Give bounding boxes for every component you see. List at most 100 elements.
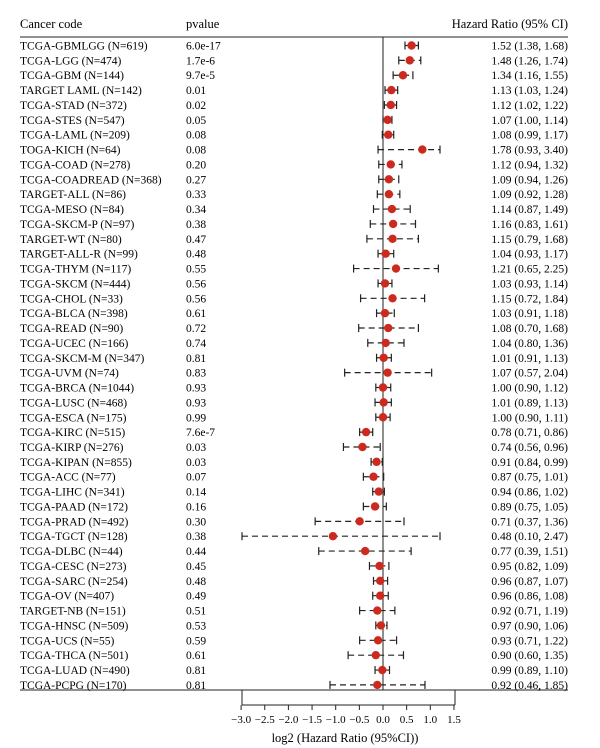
hazard-ratio-point (361, 427, 371, 437)
hazard-ratio-point (405, 56, 414, 65)
row-pvalue: 0.61 (186, 650, 206, 662)
row-label: TCGA-ACC (N=77) (20, 472, 116, 484)
hazard-ratio-point (378, 383, 388, 392)
row-pvalue: 0.03 (186, 442, 206, 454)
row-hazard-ratio-text: 0.96 (0.86, 1.08) (491, 591, 568, 603)
row-pvalue: 0.61 (186, 308, 206, 320)
forest-row: TCGA-GBM (N=144) 9.7e-5 1.34 (1.16, 1.55) (20, 70, 568, 82)
hazard-ratio-point (407, 41, 416, 50)
x-tick-label: −2.0 (278, 714, 298, 726)
hazard-ratio-point (391, 264, 401, 273)
row-hazard-ratio-text: 0.92 (0.46, 1.85) (491, 680, 568, 692)
row-pvalue: 0.72 (186, 323, 206, 335)
forest-row: TCGA-HNSC (N=509) 0.53 0.97 (0.90, 1.06) (20, 620, 568, 632)
row-pvalue: 0.27 (186, 174, 206, 186)
row-pvalue: 0.14 (186, 487, 206, 499)
row-hazard-ratio-text: 1.00 (0.90, 1.11) (492, 412, 568, 424)
hazard-ratio-point (328, 532, 338, 541)
row-label: TCGA-COADREAD (N=368) (20, 174, 162, 186)
hazard-ratio-point (387, 85, 396, 95)
forest-row: TCGA-SKCM (N=444) 0.56 1.03 (0.93, 1.14) (20, 278, 568, 290)
forest-row: TCGA-LAML (N=209) 0.08 1.08 (0.99, 1.17) (20, 130, 568, 142)
row-label: TARGET LAML (N=142) (20, 85, 142, 97)
hazard-ratio-point (384, 130, 393, 139)
row-label: TCGA-CESC (N=273) (20, 561, 127, 573)
row-hazard-ratio-text: 0.95 (0.82, 1.09) (491, 561, 568, 573)
row-hazard-ratio-text: 1.04 (0.80, 1.36) (491, 338, 568, 350)
forest-row: TARGET-WT (N=80) 0.47 1.15 (0.79, 1.68) (20, 234, 568, 246)
hazard-ratio-point (379, 353, 388, 362)
hazard-ratio-point (375, 561, 384, 571)
hazard-ratio-point (387, 204, 397, 214)
row-hazard-ratio-text: 0.89 (0.75, 1.05) (491, 501, 568, 513)
row-hazard-ratio-text: 1.08 (0.70, 1.68) (491, 323, 568, 335)
row-pvalue: 0.55 (186, 264, 206, 276)
x-tick-label: −1.0 (326, 714, 346, 726)
forest-row: TCGA-DLBC (N=44) 0.44 0.77 (0.39, 1.51) (20, 546, 568, 558)
row-pvalue: 0.81 (186, 665, 206, 677)
header-cancer-code: Cancer code (20, 17, 83, 31)
hazard-ratio-point (388, 234, 397, 244)
row-label: TCGA-COAD (N=278) (20, 159, 130, 171)
hazard-ratio-point (373, 680, 382, 690)
row-hazard-ratio-text: 1.13 (1.03, 1.24) (491, 85, 568, 97)
row-pvalue: 0.03 (186, 457, 206, 469)
row-hazard-ratio-text: 1.09 (0.94, 1.26) (491, 174, 568, 186)
row-pvalue: 0.49 (186, 591, 206, 603)
row-label: TOGA-KICH (N=64) (20, 145, 121, 157)
row-label: TCGA-KIPAN (N=855) (20, 457, 132, 469)
hazard-ratio-point (378, 665, 387, 675)
row-hazard-ratio-text: 1.78 (0.93, 3.40) (491, 145, 568, 157)
hazard-ratio-point (381, 249, 390, 258)
forest-row: TCGA-SARC (N=254) 0.48 0.96 (0.87, 1.07) (20, 576, 568, 588)
row-label: TARGET-WT (N=80) (20, 234, 122, 246)
row-hazard-ratio-text: 0.87 (0.75, 1.01) (491, 472, 568, 484)
forest-rows: TCGA-GBMLGG (N=619) 6.0e-17 1.52 (1.38, 1.… (20, 41, 568, 692)
row-pvalue: 0.08 (186, 145, 206, 157)
forest-row: TCGA-BLCA (N=398) 0.61 1.03 (0.91, 1.18) (20, 308, 568, 320)
row-pvalue: 0.48 (186, 249, 206, 261)
row-label: TCGA-PAAD (N=172) (20, 501, 128, 513)
hazard-ratio-point (380, 308, 390, 318)
row-label: TCGA-SARC (N=254) (20, 576, 128, 588)
row-label: TARGET-ALL-R (N=99) (20, 249, 138, 261)
row-hazard-ratio-text: 0.99 (0.89, 1.10) (491, 665, 568, 677)
forest-row: TCGA-ESCA (N=175) 0.99 1.00 (0.90, 1.11) (20, 412, 568, 424)
forest-row: TCGA-COADREAD (N=368) 0.27 1.09 (0.94, 1.2… (20, 174, 568, 186)
hazard-ratio-point (373, 636, 383, 645)
row-pvalue: 0.47 (186, 234, 206, 246)
hazard-ratio-point (386, 160, 395, 169)
row-label: TCGA-BLCA (N=398) (20, 308, 128, 320)
x-tick-label: −2.5 (255, 714, 275, 726)
hazard-ratio-point (358, 442, 367, 452)
row-hazard-ratio-text: 1.04 (0.93, 1.17) (491, 249, 568, 261)
row-hazard-ratio-text: 1.01 (0.89, 1.13) (491, 397, 568, 409)
header-pvalue: pvalue (186, 17, 220, 31)
row-pvalue: 0.01 (186, 85, 206, 97)
row-label: TCGA-LUSC (N=468) (20, 397, 127, 409)
row-pvalue: 0.83 (186, 368, 206, 380)
row-hazard-ratio-text: 1.15 (0.79, 1.68) (491, 234, 568, 246)
row-label: TCGA-STES (N=547) (20, 115, 125, 127)
hazard-ratio-point (379, 398, 388, 407)
forest-row: TARGET-ALL-R (N=99) 0.48 1.04 (0.93, 1.17) (20, 249, 568, 261)
row-pvalue: 6.0e-17 (186, 41, 221, 53)
row-pvalue: 0.53 (186, 620, 206, 632)
row-pvalue: 0.30 (186, 516, 206, 528)
x-tick-label: −1.5 (302, 714, 322, 726)
x-tick-label: −0.5 (349, 714, 369, 726)
row-label: TCGA-HNSC (N=509) (20, 620, 129, 632)
forest-row: TARGET-NB (N=151) 0.51 0.92 (0.71, 1.19) (20, 606, 568, 618)
forest-row: TCGA-TGCT (N=128) 0.38 0.48 (0.10, 2.47) (20, 531, 568, 543)
row-label: TCGA-SKCM-M (N=347) (20, 353, 145, 365)
row-hazard-ratio-text: 1.34 (1.16, 1.55) (491, 70, 568, 82)
forest-row: TCGA-OV (N=407) 0.49 0.96 (0.86, 1.08) (20, 591, 568, 603)
hazard-ratio-point (384, 175, 394, 184)
hazard-ratio-point (376, 576, 385, 586)
forest-row: TCGA-LUAD (N=490) 0.81 0.99 (0.89, 1.10) (20, 665, 568, 677)
row-label: TCGA-LAML (N=209) (20, 130, 130, 142)
row-hazard-ratio-text: 0.97 (0.90, 1.06) (491, 620, 568, 632)
row-label: TCGA-BRCA (N=1044) (20, 383, 134, 395)
row-label: TCGA-THYM (N=117) (20, 264, 131, 276)
row-hazard-ratio-text: 1.08 (0.99, 1.17) (491, 130, 568, 142)
